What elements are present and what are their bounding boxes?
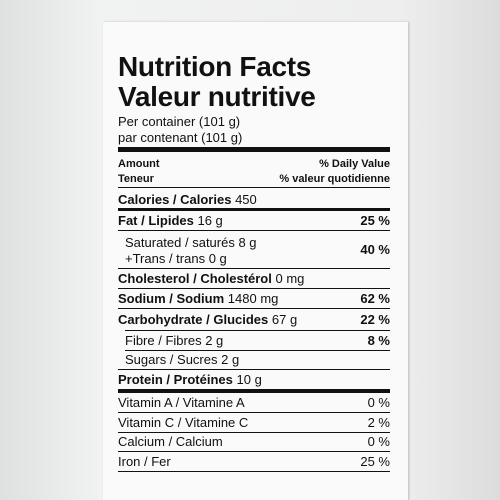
nutrient-row: Saturated / saturés 8 g 40 % — [125, 235, 390, 257]
amount-head: Amount — [118, 158, 160, 170]
vitamin-label: Iron / Fer — [118, 454, 171, 469]
nutrient-row: Protein / Protéines 10 g — [118, 372, 390, 388]
rule — [118, 268, 390, 269]
nutrient-amount: 2 g — [205, 333, 224, 348]
dv-head: % Daily Value — [319, 158, 390, 170]
nutrient-label: Protein / Protéines — [118, 372, 233, 387]
calories-amount: 450 — [235, 192, 257, 207]
title-fr: Valeur nutritive — [118, 81, 316, 112]
serving-fr: par contenant (101 g) — [118, 130, 243, 145]
nutrient-row: Carbohydrate / Glucides 67 g 22 % — [118, 312, 390, 328]
vitamin-label: Vitamin A / Vitamine A — [118, 395, 245, 410]
nutrient-row: Fat / Lipides 16 g 25 % — [118, 213, 390, 229]
nutrient-label: Saturated / saturés — [125, 235, 235, 250]
vitamin-dv: 0 % — [367, 395, 390, 410]
rule — [125, 330, 390, 331]
nutrient-label: Sugars / Sucres — [125, 352, 218, 367]
rule — [125, 350, 390, 351]
rule — [118, 147, 390, 152]
vitamin-row: Vitamin C / Vitamine C 2 % — [118, 415, 390, 431]
nutrient-row: Sugars / Sucres 2 g — [125, 352, 390, 368]
vitamin-label: Calcium / Calcium — [118, 434, 223, 449]
vitamin-row: Vitamin A / Vitamine A 0 % — [118, 395, 390, 411]
nutrient-dv: 40 % — [360, 242, 390, 257]
rule — [118, 432, 390, 433]
title: Nutrition Facts — [118, 51, 312, 82]
nutrient-row: Sodium / Sodium 1480 mg 62 % — [118, 291, 390, 307]
vitamin-dv: 2 % — [367, 415, 390, 430]
nutrient-label: Sodium / Sodium — [118, 291, 225, 306]
vitamin-dv: 0 % — [367, 434, 390, 449]
rule — [118, 288, 390, 289]
nutrient-amount: 0 mg — [275, 271, 305, 286]
dv-head-fr: % valeur quotidienne — [279, 173, 390, 185]
nutrient-row: Fibre / Fibres 2 g 8 % — [125, 333, 390, 349]
nutrient-row: Cholesterol / Cholestérol 0 mg — [118, 271, 390, 287]
vitamin-row: Calcium / Calcium 0 % — [118, 434, 390, 450]
rule — [118, 471, 390, 472]
nutrient-amount: 2 g — [221, 352, 240, 367]
vitamin-row: Iron / Fer 25 % — [118, 454, 390, 470]
nutrient-dv: 62 % — [360, 291, 390, 306]
nutrient-amount: 16 g — [197, 213, 223, 228]
nutrient-amount: 1480 mg — [227, 291, 279, 306]
col-head-fr: Teneur % valeur quotidienne — [118, 171, 390, 187]
nutrient-amount: 8 g — [238, 235, 257, 250]
rule — [118, 369, 390, 370]
nutrient-label: Fibre / Fibres — [125, 333, 202, 348]
rule — [118, 389, 390, 393]
rule — [118, 187, 390, 188]
label-panel — [103, 22, 408, 500]
nutrient-amount: 0 g — [208, 251, 227, 266]
nutrient-dv: 8 % — [367, 333, 390, 348]
nutrient-label: Carbohydrate / Glucides — [118, 312, 269, 327]
vitamin-dv: 25 % — [360, 454, 390, 469]
col-head: Amount % Daily Value — [118, 156, 390, 172]
nutrient-dv: 22 % — [360, 312, 390, 327]
vitamin-label: Vitamin C / Vitamine C — [118, 415, 249, 430]
rule — [118, 208, 390, 211]
serving: Per container (101 g) — [118, 114, 241, 129]
nutrient-row: +Trans / trans 0 g — [125, 251, 390, 267]
rule — [118, 451, 390, 452]
nutrient-label: Cholesterol / Cholestérol — [118, 271, 272, 286]
nutrient-amount: 67 g — [271, 312, 298, 327]
amount-head-fr: Teneur — [118, 173, 154, 185]
rule — [118, 308, 390, 309]
nutrient-label: +Trans / trans — [125, 251, 206, 266]
nutrient-amount: 10 g — [236, 372, 262, 387]
nutrient-dv: 25 % — [360, 213, 390, 228]
rule — [118, 230, 390, 231]
calories-label: Calories / Calories — [118, 192, 232, 207]
rule — [118, 412, 390, 413]
calories-row: Calories / Calories 450 — [118, 192, 390, 208]
nutrient-label: Fat / Lipides — [118, 213, 194, 228]
